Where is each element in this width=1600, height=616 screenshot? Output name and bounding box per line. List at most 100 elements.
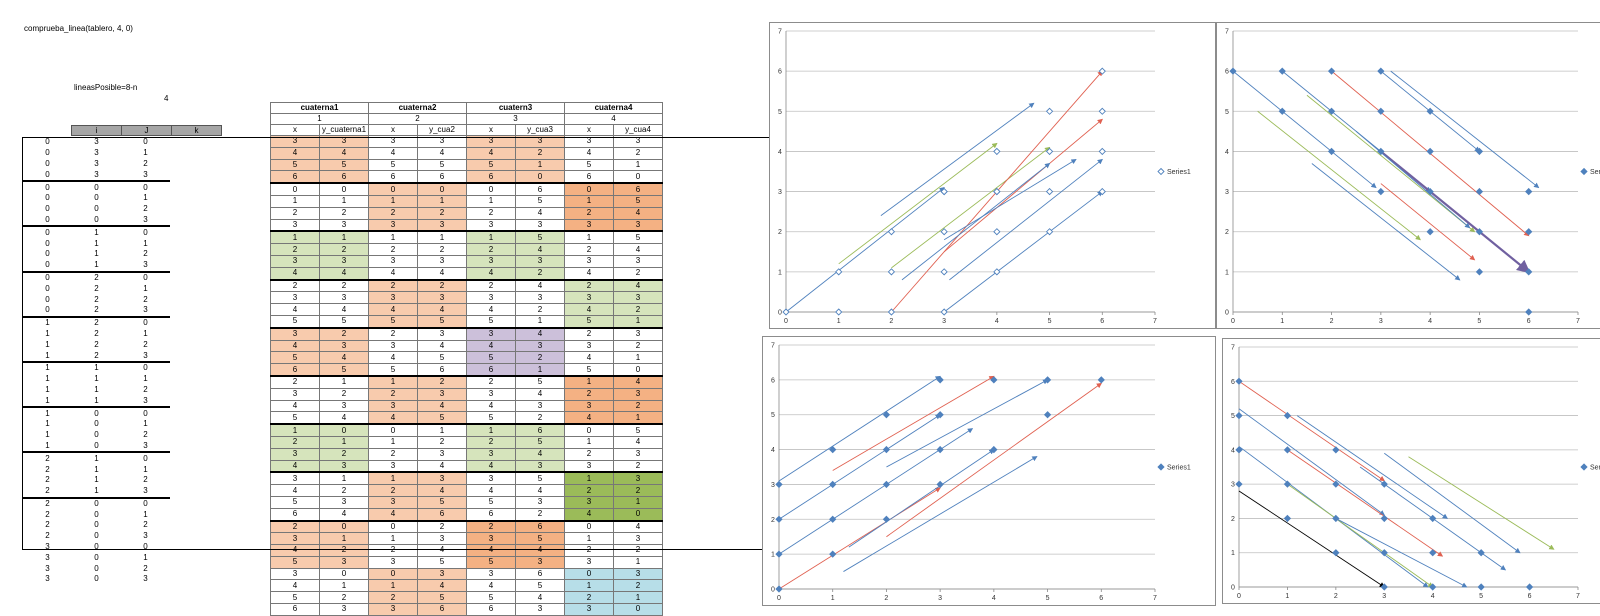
table-cell[interactable]: 2 (417, 375, 467, 389)
table-cell[interactable]: 3 (319, 495, 369, 509)
data-point[interactable] (936, 480, 944, 489)
data-point[interactable] (993, 268, 1001, 276)
ijk-cell[interactable]: 1 (45, 328, 50, 338)
table-cell[interactable]: 4 (466, 459, 516, 474)
table-cell[interactable]: 0 (564, 423, 614, 437)
table-cell[interactable]: 1 (613, 158, 663, 172)
table-cell[interactable]: 5 (368, 363, 418, 377)
table-cell[interactable]: 6 (466, 170, 516, 185)
data-point[interactable] (1332, 480, 1340, 488)
table-cell[interactable]: 4 (515, 327, 565, 341)
table-cell[interactable]: 1 (466, 423, 516, 437)
table-cell[interactable]: 3 (564, 135, 614, 148)
table-cell[interactable]: 2 (270, 375, 320, 389)
table-cell[interactable]: 4 (417, 544, 467, 557)
table-cell[interactable]: 3 (319, 459, 369, 474)
table-cell[interactable]: 3 (270, 532, 320, 546)
table-cell[interactable]: 5 (466, 351, 516, 365)
table-cell[interactable]: 2 (613, 579, 663, 593)
ijk-cell[interactable]: 0 (45, 204, 50, 214)
ijk-cell[interactable]: 0 (45, 182, 50, 192)
table-cell[interactable]: 2 (368, 279, 418, 293)
data-point[interactable] (1327, 147, 1336, 156)
table-cell[interactable]: 4 (417, 339, 467, 353)
table-cell[interactable]: 3 (417, 254, 467, 268)
ijk-cell[interactable]: 1 (94, 238, 99, 248)
table-cell[interactable]: 3 (270, 254, 320, 268)
table-cell[interactable]: 2 (270, 519, 320, 534)
table-cell[interactable]: 5 (466, 411, 516, 426)
table-cell[interactable]: 5 (368, 158, 418, 172)
table-cell[interactable]: 3 (515, 339, 565, 353)
table-cell[interactable]: 4 (515, 279, 565, 293)
ijk-cell[interactable]: 2 (94, 339, 99, 349)
table-cell[interactable]: 4 (319, 266, 369, 281)
table-cell[interactable]: 2 (368, 327, 418, 341)
table-cell[interactable]: 2 (613, 544, 663, 557)
table-cell[interactable]: 6 (515, 519, 565, 534)
table-cell[interactable]: 1 (270, 230, 320, 245)
ijk-cell[interactable]: 0 (45, 238, 50, 248)
data-point[interactable] (775, 585, 783, 593)
ijk-cell[interactable]: 1 (45, 430, 50, 440)
table-cell[interactable]: 5 (417, 314, 467, 329)
table-cell[interactable]: 4 (613, 279, 663, 293)
table-cell[interactable]: 6 (270, 363, 320, 377)
table-cell[interactable]: 2 (515, 266, 565, 281)
data-point[interactable] (1098, 107, 1106, 115)
table-cell[interactable]: 5 (613, 230, 663, 245)
ijk-cell[interactable]: 1 (143, 328, 148, 338)
ijk-cell[interactable]: 3 (45, 552, 50, 562)
ijk-cell[interactable]: 2 (143, 249, 148, 259)
ijk-cell[interactable]: 0 (45, 283, 50, 293)
data-point[interactable] (1525, 187, 1533, 196)
table-cell[interactable]: 4 (417, 459, 467, 474)
table-cell[interactable]: 1 (613, 555, 663, 569)
table-cell[interactable]: 2 (319, 447, 369, 461)
table-cell[interactable]: 1 (564, 579, 614, 593)
table-cell[interactable]: 2 (613, 303, 663, 316)
table-cell[interactable]: 4 (613, 435, 663, 449)
data-point[interactable] (1332, 446, 1340, 454)
ijk-cell[interactable]: 0 (143, 453, 148, 463)
ijk-cell[interactable]: 2 (45, 464, 50, 474)
data-point[interactable] (1380, 583, 1388, 591)
ijk-cell[interactable]: 0 (23, 304, 72, 318)
table-cell[interactable]: 2 (466, 435, 516, 449)
table-cell[interactable]: 5 (417, 158, 467, 172)
table-cell[interactable]: 3 (613, 327, 663, 341)
table-cell[interactable]: 3 (613, 254, 663, 268)
table-cell[interactable]: 1 (564, 532, 614, 546)
data-point[interactable] (1380, 549, 1388, 557)
header-j[interactable]: J (121, 125, 172, 136)
table-cell[interactable]: 0 (417, 182, 467, 196)
ijk-cell[interactable]: 1 (143, 193, 148, 203)
table-cell[interactable]: 2 (319, 279, 369, 293)
column-header[interactable]: x (564, 124, 614, 136)
table-cell[interactable]: 2 (368, 206, 418, 220)
data-point[interactable] (1327, 67, 1336, 75)
ijk-cell[interactable]: 1 (72, 259, 121, 273)
data-point[interactable] (1045, 147, 1054, 156)
table-cell[interactable]: 4 (515, 387, 565, 401)
data-point[interactable] (1235, 480, 1243, 488)
data-point[interactable] (1377, 147, 1385, 156)
data-point[interactable] (1477, 583, 1485, 591)
data-point[interactable] (1426, 107, 1434, 115)
table-cell[interactable]: 2 (319, 327, 369, 341)
data-point[interactable] (887, 228, 896, 236)
ijk-cell[interactable]: 3 (45, 563, 50, 573)
table-cell[interactable]: 0 (319, 567, 369, 581)
ijk-cell[interactable]: 2 (45, 475, 50, 485)
table-cell[interactable]: 3 (417, 291, 467, 305)
table-cell[interactable]: 2 (613, 399, 663, 413)
data-point[interactable] (1429, 583, 1437, 591)
ijk-cell[interactable]: 1 (72, 485, 121, 499)
ijk-cell[interactable]: 2 (94, 294, 99, 304)
table-cell[interactable]: 3 (368, 291, 418, 305)
table-cell[interactable]: 5 (319, 363, 369, 377)
table-cell[interactable]: 2 (466, 519, 516, 534)
group-title[interactable]: cuatern3 (466, 102, 565, 114)
table-cell[interactable]: 1 (319, 532, 369, 546)
ijk-cell[interactable]: 3 (94, 137, 99, 147)
